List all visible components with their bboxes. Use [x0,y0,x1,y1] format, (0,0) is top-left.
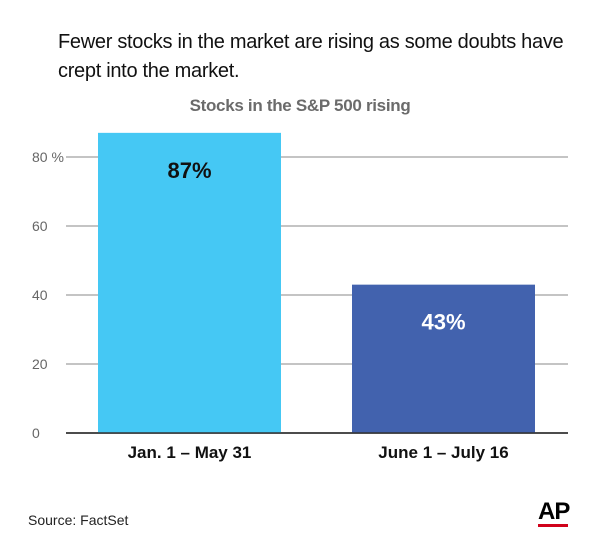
data-label-1: 87% [167,158,211,183]
category-label-2: June 1 – July 16 [378,443,508,462]
ap-logo: AP [538,498,570,527]
source-note: Source: FactSet [28,512,129,528]
bar-2 [352,284,535,433]
headline: Fewer stocks in the market are rising as… [58,31,564,82]
y-tick-label-0: 0 [32,425,40,441]
bars [98,132,535,433]
data-labels: 87% 43% [167,158,465,335]
y-tick-label-40: 40 [32,287,48,303]
bar-1 [98,132,281,433]
y-axis-ticks: 0 20 40 60 80 % [32,149,64,441]
data-label-2: 43% [421,310,465,335]
ap-logo-text: AP [538,498,570,525]
category-label-1: Jan. 1 – May 31 [128,443,252,462]
y-tick-label-80: 80 % [32,149,64,165]
x-axis-categories: Jan. 1 – May 31 June 1 – July 16 [66,432,568,462]
y-tick-label-20: 20 [32,356,48,372]
y-tick-label-60: 60 [32,218,48,234]
chart-title: Stocks in the S&P 500 rising [189,96,411,115]
